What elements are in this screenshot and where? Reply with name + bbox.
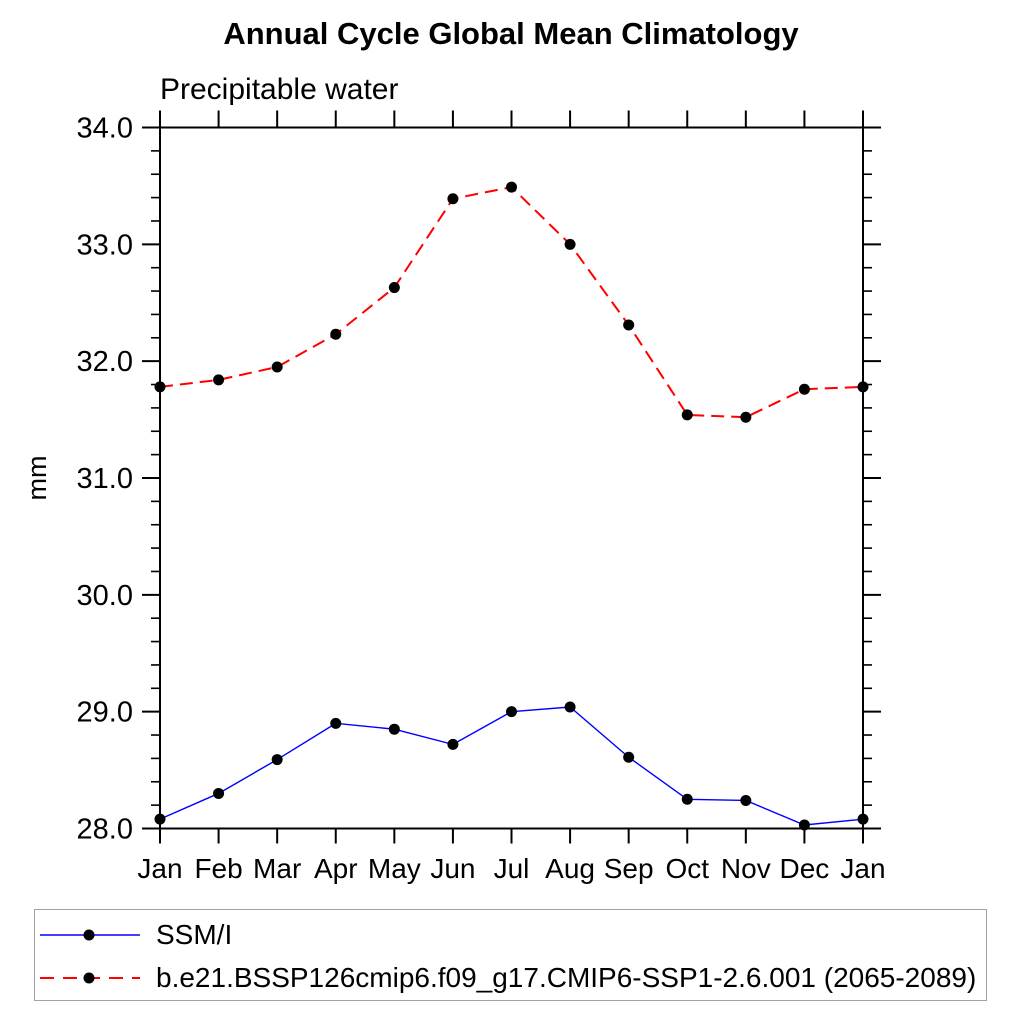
x-tick-label: Aug — [545, 853, 595, 884]
legend-item-ssmi: SSM/I — [35, 916, 232, 954]
legend-line-sample-dashed — [40, 972, 140, 984]
data-point-marker — [213, 374, 225, 386]
data-point-marker — [330, 328, 342, 340]
x-tick-label: Feb — [194, 853, 242, 884]
x-tick-label: Jul — [494, 853, 530, 884]
legend-box: SSM/I b.e21.BSSP126cmip6.f09_g17.CMIP6-S… — [34, 909, 987, 1001]
x-tick-label: Oct — [665, 853, 709, 884]
x-tick-label: Jan — [137, 853, 182, 884]
data-point-marker — [681, 793, 693, 805]
data-point-marker — [740, 794, 752, 806]
data-point-marker — [447, 193, 459, 205]
data-point-marker — [623, 319, 635, 331]
data-point-marker — [623, 751, 635, 763]
x-tick-label: Jan — [840, 853, 885, 884]
x-tick-label: Sep — [604, 853, 654, 884]
y-tick-label: 33.0 — [77, 229, 133, 261]
data-point-marker — [271, 754, 283, 766]
data-point-marker — [857, 813, 869, 825]
x-tick-label: Nov — [721, 853, 771, 884]
y-tick-label: 34.0 — [77, 113, 133, 145]
data-point-marker — [740, 411, 752, 423]
data-point-marker — [330, 717, 342, 729]
data-point-marker — [388, 282, 400, 294]
data-point-marker — [798, 819, 810, 831]
series-line — [159, 706, 864, 826]
data-point-marker — [271, 361, 283, 373]
chart-title: Annual Cycle Global Mean Climatology — [223, 16, 799, 51]
legend-item-model: b.e21.BSSP126cmip6.f09_g17.CMIP6-SSP1-2.… — [35, 959, 976, 997]
data-point-marker — [798, 383, 810, 395]
data-point-marker — [447, 738, 459, 750]
y-tick-label: 31.0 — [77, 463, 133, 495]
x-tick-label: Mar — [253, 853, 301, 884]
x-tick-label: May — [368, 853, 421, 884]
data-point-marker — [388, 723, 400, 735]
y-tick-label: 28.0 — [77, 814, 133, 846]
data-point-marker — [681, 409, 693, 421]
x-tick-label: Apr — [314, 853, 358, 884]
axes: Jan Feb Mar Apr May Jun Jul Aug Sep Oct Nov Dec Jan2… — [77, 110, 886, 884]
y-axis-label: mm — [22, 456, 52, 501]
data-point-marker — [213, 787, 225, 799]
series-line — [159, 186, 864, 419]
data-point-marker — [857, 381, 869, 393]
legend-label-ssmi: SSM/I — [156, 919, 233, 950]
data-point-marker — [564, 238, 576, 250]
chart-subtitle: Precipitable water — [160, 73, 398, 106]
data-point-marker — [506, 706, 517, 718]
y-tick-label: 29.0 — [77, 697, 133, 729]
y-tick-label: 32.0 — [77, 346, 133, 378]
legend-line-sample-solid — [40, 929, 140, 941]
data-point-marker — [154, 813, 166, 825]
data-series — [154, 181, 869, 831]
data-point-marker — [564, 701, 576, 713]
x-tick-label: Jun — [430, 853, 475, 884]
x-tick-label: Dec — [780, 853, 830, 884]
y-tick-label: 30.0 — [77, 580, 133, 612]
legend-label-model: b.e21.BSSP126cmip6.f09_g17.CMIP6-SSP1-2.… — [156, 962, 977, 993]
data-point-marker — [154, 381, 166, 393]
data-point-marker — [506, 181, 517, 193]
